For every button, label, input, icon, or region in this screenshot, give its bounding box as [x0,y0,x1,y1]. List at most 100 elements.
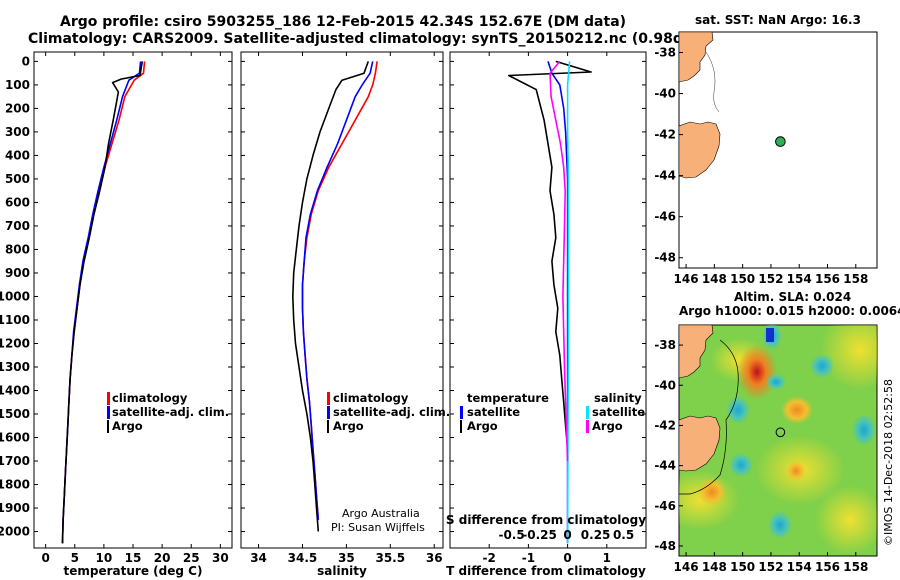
legend-argo: Argo [333,419,364,433]
s-diff-tick-label: 0.25 [581,528,611,542]
depth-tick-label: 1800 [0,478,30,492]
depth-tick-label: 1600 [0,431,30,445]
depth-tick-label: 1400 [0,384,30,398]
x-tick-label: 1 [603,551,611,565]
depth-tick-label: 1000 [0,289,30,303]
legend-argo: Argo [112,419,143,433]
lon-tick-label: 156 [815,560,840,574]
difference-xlabel-top: S difference from climatology [446,513,646,527]
lon-tick-label: 150 [730,272,755,286]
depth-tick-label: 400 [5,148,30,162]
depth-tick-label: 1500 [0,407,30,421]
lon-tick-label: 154 [787,560,812,574]
legend-satellite: satellite-adj. clim. [112,405,229,419]
lon-tick-label: 146 [674,560,699,574]
lat-tick-label: -46 [654,499,676,513]
legend-s-argo: Argo [592,419,623,433]
temperature-panel [33,51,233,549]
altimetry-heatmap [679,325,877,555]
figure-title-line1: Argo profile: csiro 5903255_186 12-Feb-2… [60,14,626,30]
heat-blob [726,396,750,424]
lat-tick-label: -46 [654,210,676,224]
lat-tick-label: -40 [654,87,676,101]
mainland-shape [679,325,714,379]
legend-swatch-climatology [327,392,330,405]
difference-legend: temperature satellite Argo salinity sate… [460,391,645,433]
depth-tick-label: 1700 [0,454,30,468]
depth-tick-label: 700 [5,219,30,233]
temperature-xlabel: temperature (deg C) [64,564,203,578]
x-tick-label: 0 [41,551,49,565]
depth-tick-label: 800 [5,242,30,256]
temperature-legend: climatology satellite-adj. clim. Argo [107,391,229,433]
depth-tick-label: 600 [5,195,30,209]
depth-tick-label: 0 [22,54,30,68]
legend-swatch-t-argo [460,420,462,433]
series-line-satellite-adj-clim- [301,61,374,520]
x-tick-label: 25 [183,551,200,565]
series-line-salinity-argo [549,60,569,462]
depth-tick-label: 100 [5,78,30,92]
lon-tick-label: 158 [843,272,868,286]
x-tick-label: 10 [96,551,113,565]
lon-tick-label: 158 [843,560,868,574]
depth-tick-label: 1100 [0,313,30,327]
lat-tick-label: -44 [654,459,676,473]
x-tick-label: 30 [212,551,229,565]
figure-title-line2: Climatology: CARS2009. Satellite-adjuste… [28,31,746,47]
lon-tick-label: 150 [730,560,755,574]
credit-line2: PI: Susan Wijffels [331,521,425,534]
x-tick-label: 5 [71,551,79,565]
salinity-panel [240,51,444,549]
series-line-argo [291,61,370,532]
lat-tick-label: -40 [654,378,676,392]
depth-axis: 0 100 200 300 400 500 600 700 800 900 1000 1100 1200… [0,54,646,539]
legend-s-satellite: satellite [592,405,645,419]
x-tick-label: 20 [154,551,171,565]
heat-blob [698,478,726,506]
lon-tick-label: 146 [674,272,699,286]
tasmania-shape [679,415,721,472]
depth-tick-label: 1900 [0,501,30,515]
x-tick-label: 0 [563,551,571,565]
depth-tick-label: 1200 [0,336,30,350]
heat-blob [781,396,813,424]
x-tick-label: 15 [125,551,142,565]
lat-tick-label: -42 [654,418,676,432]
argo-float-marker [775,427,786,438]
s-diff-tick-label: -0.5 [498,528,524,542]
altimetry-title: Altim. SLA: 0.024 [734,290,851,304]
heat-blob [766,374,786,390]
depth-tick-label: 1300 [0,360,30,374]
heat-blob [737,344,777,400]
heat-blob [852,414,876,446]
mainland-shape [679,32,714,83]
series-line-temperature-argo [507,60,592,450]
lat-tick-label: -48 [654,539,676,553]
lat-tick-label: -42 [654,128,676,142]
legend-swatch-satellite [327,406,330,419]
lat-tick-label: -38 [654,46,676,60]
heat-blob [810,354,834,378]
legend-t-argo: Argo [467,419,498,433]
lon-tick-label: 152 [758,560,783,574]
legend-swatch-satellite [107,406,110,419]
lon-tick-label: 148 [702,272,727,286]
difference-panel [449,51,647,549]
lat-tick-label: -38 [654,338,676,352]
heat-blob [768,511,792,539]
legend-t-satellite: satellite [467,405,520,419]
sst-map-land [679,32,721,179]
heat-blob [815,485,877,555]
lon-tick-label: 148 [702,560,727,574]
legend-swatch-s-satellite [586,406,589,419]
legend-salinity-head: salinity [594,391,642,405]
sst-map-title: sat. SST: NaN Argo: 16.3 [695,13,861,27]
imos-watermark: ©IMOS 14-Dec-2018 02:52:58 [882,379,895,546]
legend-swatch-t-satellite [460,406,463,419]
legend-swatch-climatology [107,392,110,405]
x-tick-label: -1 [522,551,535,565]
tasmania-shape [679,121,721,179]
depth-tick-label: 500 [5,172,30,186]
legend-swatch-s-argo [586,420,589,433]
